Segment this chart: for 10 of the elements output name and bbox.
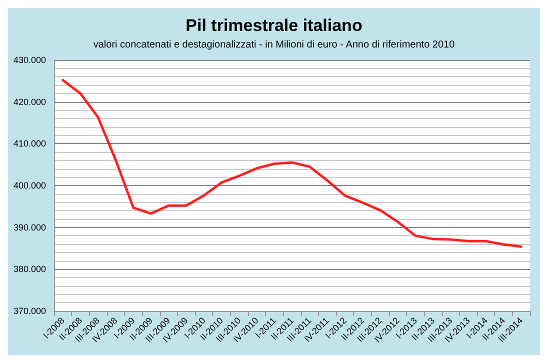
y-tick-label: 420.000 [13, 96, 46, 107]
y-tick-label: 430.000 [13, 55, 46, 65]
y-tick-label: 380.000 [13, 264, 46, 274]
y-tick-label: 400.000 [13, 180, 46, 190]
line-series [62, 78, 522, 248]
y-tick-label: 370.000 [13, 306, 46, 316]
y-tick-label: 390.000 [13, 222, 46, 232]
y-tick-label: 410.000 [13, 138, 46, 149]
chart-title: Pil trimestrale italiano [186, 16, 362, 35]
chart-subtitle: valori concatenati e destagionalizzati - in Milioni di euro - Anno di riferimento 2010 [93, 40, 456, 50]
